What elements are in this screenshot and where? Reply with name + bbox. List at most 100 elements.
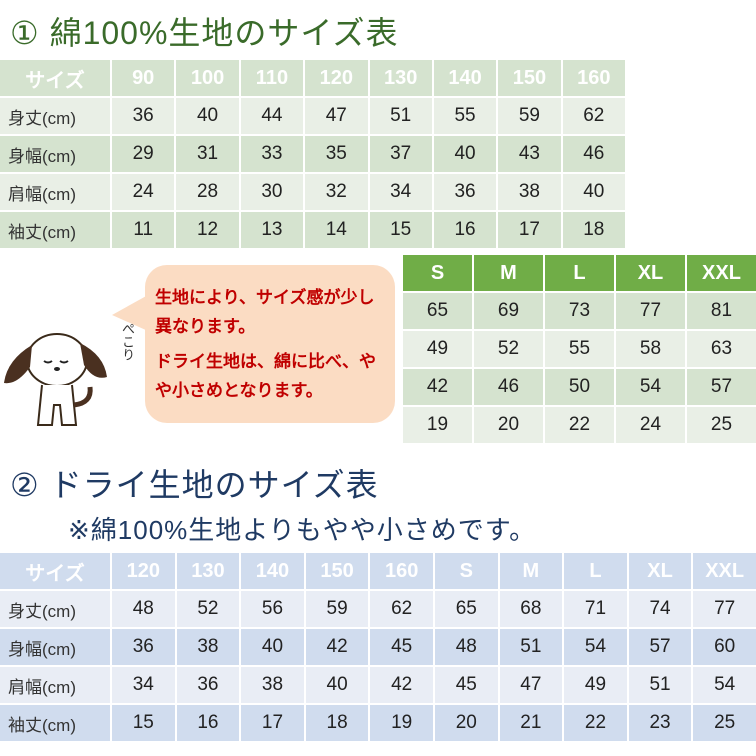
table-row: 42 46 50 54 57	[403, 369, 756, 405]
measurement-cell: 77	[616, 293, 685, 329]
measurement-cell: 74	[628, 591, 692, 627]
size-header: 140	[433, 60, 497, 96]
cotton-size-title: ① 綿100%生地のサイズ表	[10, 15, 399, 51]
measurement-cell: 68	[499, 591, 563, 627]
measurement-cell: 20	[474, 407, 543, 443]
size-header: 120	[112, 553, 175, 589]
measurement-cell: 15	[112, 705, 175, 741]
measurement-cell: 62	[562, 98, 625, 134]
size-header: 120	[305, 60, 368, 96]
measurement-cell: 36	[176, 667, 240, 703]
measurement-cell: 63	[687, 331, 756, 367]
measurement-cell: 42	[305, 629, 369, 665]
size-header: 160	[370, 553, 433, 589]
size-header: 130	[176, 553, 240, 589]
measurement-cell: 62	[370, 591, 433, 627]
measurement-cell: 48	[112, 591, 175, 627]
dry-size-note: ※綿100%生地よりもやや小さめです。	[68, 515, 537, 545]
measurement-cell: 45	[434, 667, 498, 703]
speech-bubble: 生地により、サイズ感が少し異なります。 ドライ生地は、綿に比べ、やや小さめとなり…	[145, 265, 395, 423]
size-header: 110	[240, 60, 304, 96]
measurement-cell: 29	[112, 136, 175, 172]
measurement-cell: 43	[498, 136, 561, 172]
measurement-cell: 19	[403, 407, 472, 443]
bubble-text-1: 生地により、サイズ感が少し異なります。	[155, 288, 375, 336]
measurement-cell: 58	[616, 331, 685, 367]
measurement-cell: 49	[564, 667, 627, 703]
measurement-cell: 60	[693, 629, 756, 665]
measurement-cell: 65	[434, 591, 498, 627]
table-row: 身丈(cm) 36 40 44 47 51 55 59 62	[0, 98, 625, 134]
measurement-cell: 38	[498, 174, 561, 210]
table-row: 身幅(cm) 36 38 40 42 45 48 51 54 57 60	[0, 629, 756, 665]
table-row: 肩幅(cm) 24 28 30 32 34 36 38 40	[0, 174, 625, 210]
table-row: 身丈(cm) 48 52 56 59 62 65 68 71 74 77	[0, 591, 756, 627]
measurement-cell: 30	[240, 174, 304, 210]
row-label: 身幅(cm)	[0, 136, 110, 172]
measurement-cell: 12	[176, 212, 239, 248]
table-row: 袖丈(cm) 15 16 17 18 19 20 21 22 23 25	[0, 705, 756, 741]
measurement-cell: 18	[305, 705, 369, 741]
measurement-cell: 23	[628, 705, 692, 741]
row-label: 袖丈(cm)	[0, 212, 110, 248]
measurement-cell: 81	[687, 293, 756, 329]
measurement-cell: 17	[498, 212, 561, 248]
measurement-cell: 57	[687, 369, 756, 405]
measurement-cell: 71	[564, 591, 627, 627]
measurement-cell: 34	[112, 667, 175, 703]
table-row: 65 69 73 77 81	[403, 293, 756, 329]
size-header: 90	[112, 60, 175, 96]
measurement-cell: 49	[403, 331, 472, 367]
header-row: サイズ 90 100 110 120 130 140 150 160	[0, 60, 625, 96]
measurement-cell: 54	[616, 369, 685, 405]
measurement-cell: 18	[562, 212, 625, 248]
measurement-cell: 40	[241, 629, 304, 665]
size-header: 140	[241, 553, 304, 589]
size-header: XXL	[687, 255, 756, 291]
measurement-cell: 45	[370, 629, 433, 665]
measurement-cell: 46	[562, 136, 625, 172]
size-header-label: サイズ	[0, 553, 110, 589]
row-label: 身丈(cm)	[0, 591, 110, 627]
measurement-cell: 51	[628, 667, 692, 703]
table-row: 袖丈(cm) 11 12 13 14 15 16 17 18	[0, 212, 625, 248]
measurement-cell: 47	[499, 667, 563, 703]
measurement-cell: 25	[693, 705, 756, 741]
header-row: S M L XL XXL	[403, 255, 756, 291]
measurement-cell: 54	[564, 629, 627, 665]
measurement-cell: 38	[176, 629, 240, 665]
bubble-text-2: ドライ生地は、綿に比べ、やや小さめとなります。	[155, 352, 376, 400]
measurement-cell: 22	[545, 407, 614, 443]
measurement-cell: 59	[305, 591, 369, 627]
measurement-cell: 51	[499, 629, 563, 665]
measurement-cell: 22	[564, 705, 627, 741]
measurement-cell: 47	[305, 98, 368, 134]
measurement-cell: 24	[616, 407, 685, 443]
measurement-cell: 73	[545, 293, 614, 329]
measurement-cell: 40	[305, 667, 369, 703]
measurement-cell: 55	[433, 98, 497, 134]
measurement-cell: 33	[240, 136, 304, 172]
size-header: XXL	[693, 553, 756, 589]
table-row: 19 20 22 24 25	[403, 407, 756, 443]
measurement-cell: 14	[305, 212, 368, 248]
size-header: L	[545, 255, 614, 291]
measurement-cell: 52	[474, 331, 543, 367]
size-header: XL	[628, 553, 692, 589]
measurement-cell: 36	[112, 98, 175, 134]
measurement-cell: 34	[369, 174, 432, 210]
table-row: 49 52 55 58 63	[403, 331, 756, 367]
measurement-cell: 15	[369, 212, 432, 248]
measurement-cell: 57	[628, 629, 692, 665]
measurement-cell: 44	[240, 98, 304, 134]
measurement-cell: 77	[693, 591, 756, 627]
measurement-cell: 65	[403, 293, 472, 329]
size-header: 150	[498, 60, 561, 96]
measurement-cell: 21	[499, 705, 563, 741]
measurement-cell: 54	[693, 667, 756, 703]
measurement-cell: 32	[305, 174, 368, 210]
measurement-cell: 40	[562, 174, 625, 210]
measurement-cell: 55	[545, 331, 614, 367]
header-row: サイズ 120 130 140 150 160 S M L XL XXL	[0, 553, 756, 589]
measurement-cell: 17	[241, 705, 304, 741]
